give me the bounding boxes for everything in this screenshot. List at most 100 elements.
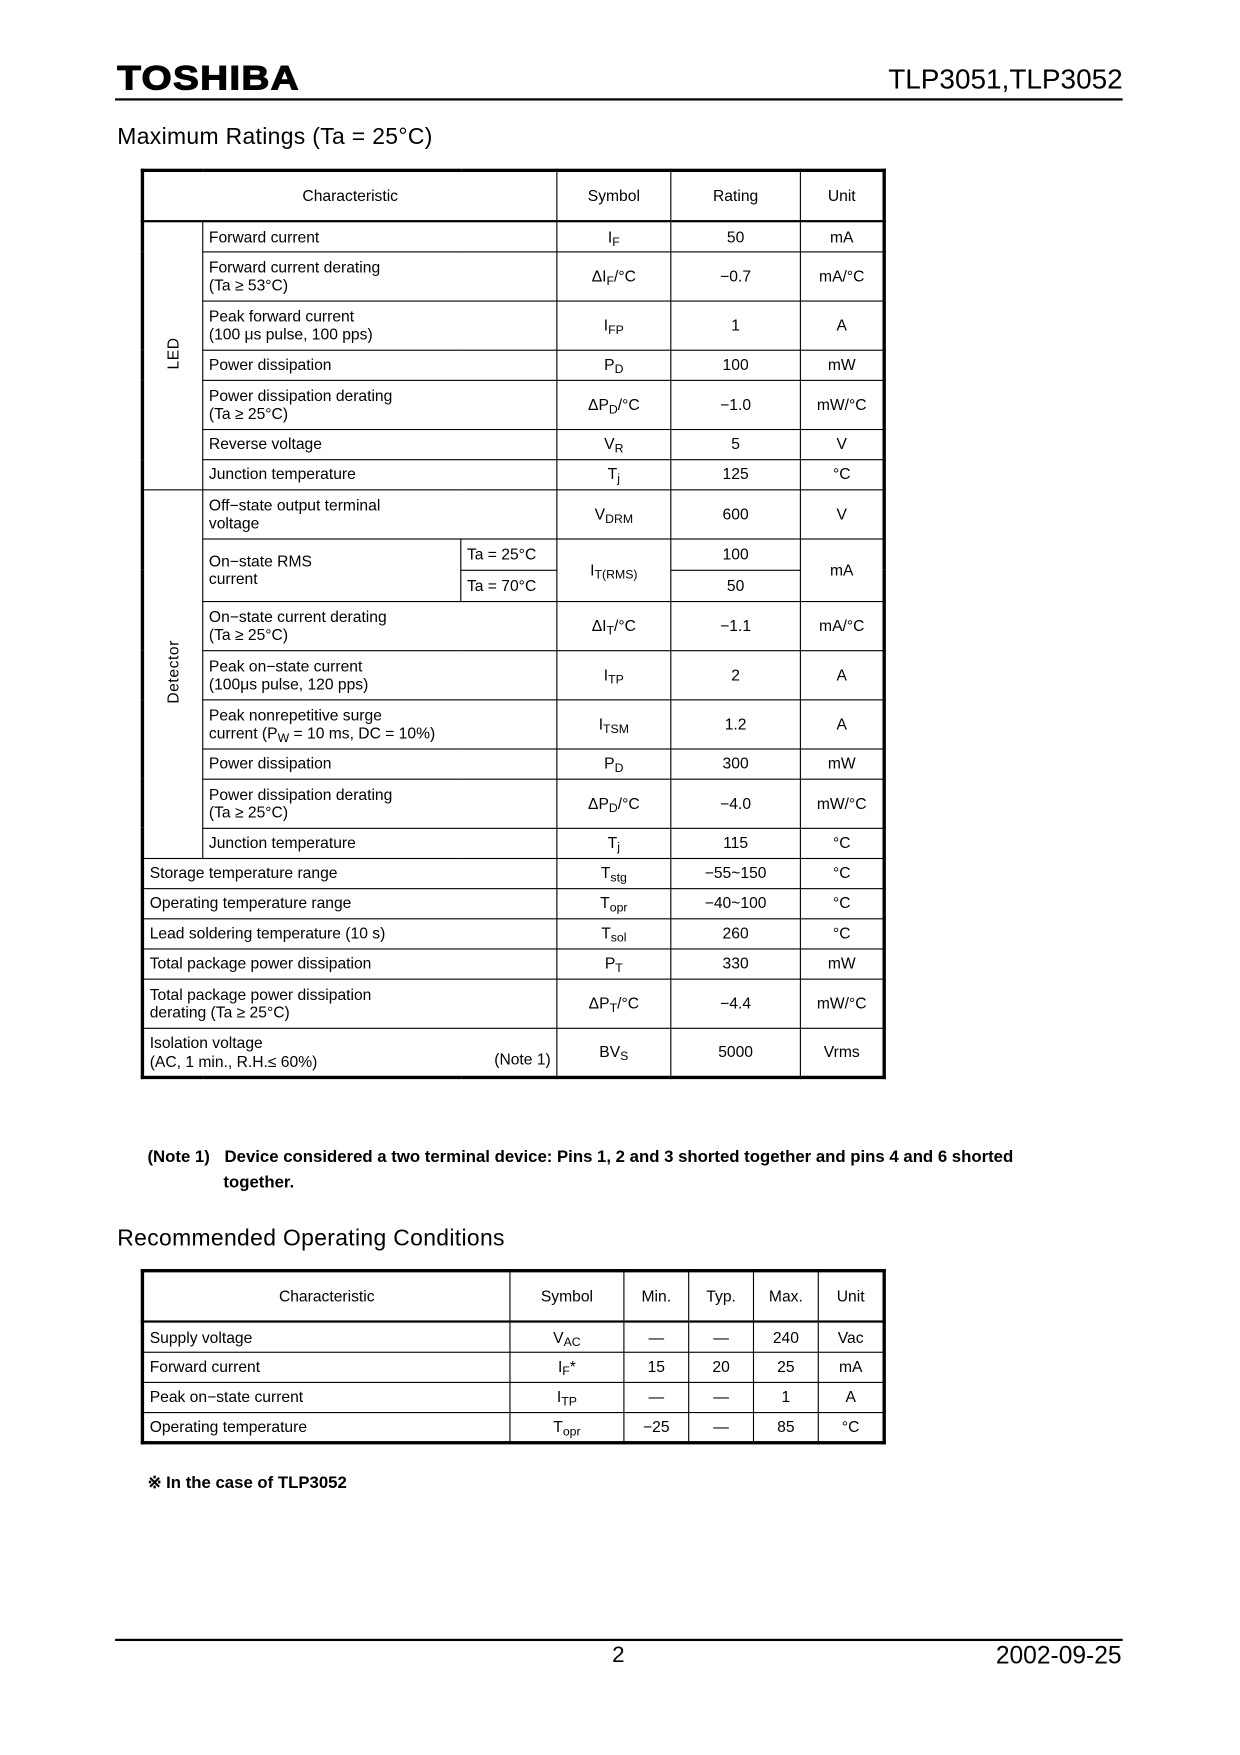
symbol: IT(RMS) [590, 560, 637, 582]
characteristic-line: Power dissipation [208, 754, 332, 773]
toshiba-logo: TOSHIBA [117, 58, 300, 98]
header-unit: Unit [817, 1270, 885, 1323]
characteristic-line: Power dissipation [208, 355, 332, 374]
rating-cell: −4.0 [670, 778, 801, 829]
symbol-base: BV [599, 1042, 621, 1061]
symbol-cell: Tsol [556, 917, 672, 949]
symbol-cell: VAC [509, 1320, 625, 1353]
condition-cell: Ta = 25°C [460, 537, 558, 571]
characteristic-line: Peak nonrepetitive surge [208, 705, 382, 724]
symbol-base: T [600, 893, 610, 912]
symbol-subscript: opr [609, 901, 628, 916]
symbol-base: ΔP [587, 395, 609, 414]
tlp3052-footnote: ※ In the case of TLP3052 [147, 1473, 347, 1493]
characteristic-line: Peak forward current [208, 306, 355, 325]
symbol-subscript: TP [561, 1395, 577, 1409]
characteristic-line: On−state current derating [208, 607, 387, 626]
rating-cell: 300 [670, 747, 801, 780]
table-row: Reverse voltage VR 5 V [142, 428, 885, 460]
header-min: Min. [623, 1270, 690, 1323]
symbol: ΔPD/°C [587, 395, 640, 417]
symbol-subscript: D [608, 402, 618, 417]
section-label-text: LED [163, 337, 182, 370]
typ-cell: — [688, 1411, 755, 1443]
symbol-base: I [557, 1357, 563, 1376]
unit-cell: mA [799, 537, 885, 602]
characteristic-cell: Power dissipation [202, 747, 558, 780]
characteristic-line: Junction temperature [208, 464, 356, 483]
characteristic-line: (Ta ≥ 25°C) [208, 625, 289, 644]
symbol: VDRM [595, 505, 634, 526]
symbol-cell: Tj [556, 827, 672, 859]
header-symbol: Symbol [509, 1270, 625, 1323]
max-cell: 240 [752, 1320, 819, 1353]
header-rating: Rating [670, 169, 801, 223]
rating-cell: 5 [670, 428, 801, 460]
min-cell: — [623, 1320, 690, 1353]
symbol: PD [604, 356, 624, 377]
page-number: 2 [612, 1643, 625, 1668]
rating-cell: −40~100 [670, 887, 801, 919]
document-title: TLP3051,TLP3052 [888, 63, 1123, 95]
symbol-subscript: F [612, 235, 620, 249]
symbol-cell: ΔIT/°C [556, 600, 672, 651]
unit-cell: Vac [817, 1320, 885, 1353]
typ-cell: 20 [688, 1351, 755, 1383]
characteristic-cell: Peak nonrepetitive surge current (PW = 10… [202, 698, 558, 750]
symbol-base: T [553, 1417, 563, 1436]
rating-cell: 50 [670, 220, 801, 252]
unit-cell: A [799, 299, 885, 351]
symbol: IF [608, 227, 620, 249]
characteristic-line: Forward current derating [208, 257, 381, 276]
symbol-base: T [601, 924, 611, 942]
note-1-text: Device considered a two terminal device:… [224, 1147, 1014, 1167]
symbol-base: ΔP [588, 993, 610, 1012]
table-row: Junction temperature Tj 115 °C [142, 827, 885, 859]
characteristic-line: Operating temperature range [149, 893, 352, 912]
symbol-base: ΔI [591, 616, 607, 635]
symbol-base: I [590, 560, 595, 579]
header-row: Characteristic Symbol Rating Unit [141, 169, 885, 223]
symbol: Tj [607, 833, 620, 855]
min-cell: 15 [623, 1351, 690, 1383]
note-1-label: (Note 1) [147, 1147, 210, 1167]
characteristic-cell: Forward current [141, 1351, 511, 1383]
table-row: Operating temperature range Topr −40~100 °C [141, 887, 885, 919]
note-reference: (Note 1) [494, 1050, 551, 1068]
symbol-cell: ΔIF/°C [556, 250, 672, 302]
symbol-suffix: /°C [614, 616, 636, 635]
min-cell: −25 [623, 1411, 690, 1443]
condition-cell: Ta = 70°C [460, 569, 558, 602]
symbol-subscript: D [614, 363, 624, 377]
symbol-subscript: TP [608, 673, 624, 687]
characteristic-cell: Supply voltage [141, 1320, 511, 1353]
characteristic-line: Reverse voltage [208, 434, 322, 453]
table-row: Isolation voltage (AC, 1 min., R.H.≤ 60%)… [141, 1027, 885, 1078]
unit-cell: °C [799, 458, 885, 490]
characteristic-cell: Isolation voltage (AC, 1 min., R.H.≤ 60%)… [141, 1027, 558, 1078]
characteristic-line: Storage temperature range [149, 863, 338, 882]
rating-cell: −55~150 [670, 857, 801, 889]
unit-cell: mA/°C [799, 250, 885, 302]
symbol-base: I [598, 714, 604, 733]
operating-conditions-table: Characteristic Symbol Min. Typ. Max. Unit Supp… [140, 1269, 886, 1444]
characteristic-line: Forward current [208, 227, 320, 246]
characteristic-line: Off−state output terminal [208, 495, 381, 514]
symbol-base: T [607, 833, 618, 852]
symbol-cell: IF [556, 220, 672, 252]
characteristic-cell: Operating temperature [141, 1411, 511, 1443]
rating-cell: 330 [670, 947, 801, 980]
unit-cell: A [817, 1381, 885, 1413]
symbol-base: I [603, 315, 609, 334]
characteristic-cell: Storage temperature range [141, 857, 558, 889]
max-ratings-table: Characteristic Symbol Rating Unit LED Forward… [140, 168, 886, 1079]
symbol-cell: ITP [509, 1381, 625, 1413]
symbol-subscript: T [615, 962, 623, 976]
symbol-subscript: DRM [605, 512, 634, 526]
section-label-text: Detector [163, 639, 182, 704]
symbol-base: current (P [208, 723, 278, 742]
unit-cell: °C [799, 917, 885, 949]
symbol-cell: Topr [509, 1411, 625, 1443]
unit-cell: mA [799, 220, 885, 252]
symbol-subscript: stg [610, 871, 627, 886]
